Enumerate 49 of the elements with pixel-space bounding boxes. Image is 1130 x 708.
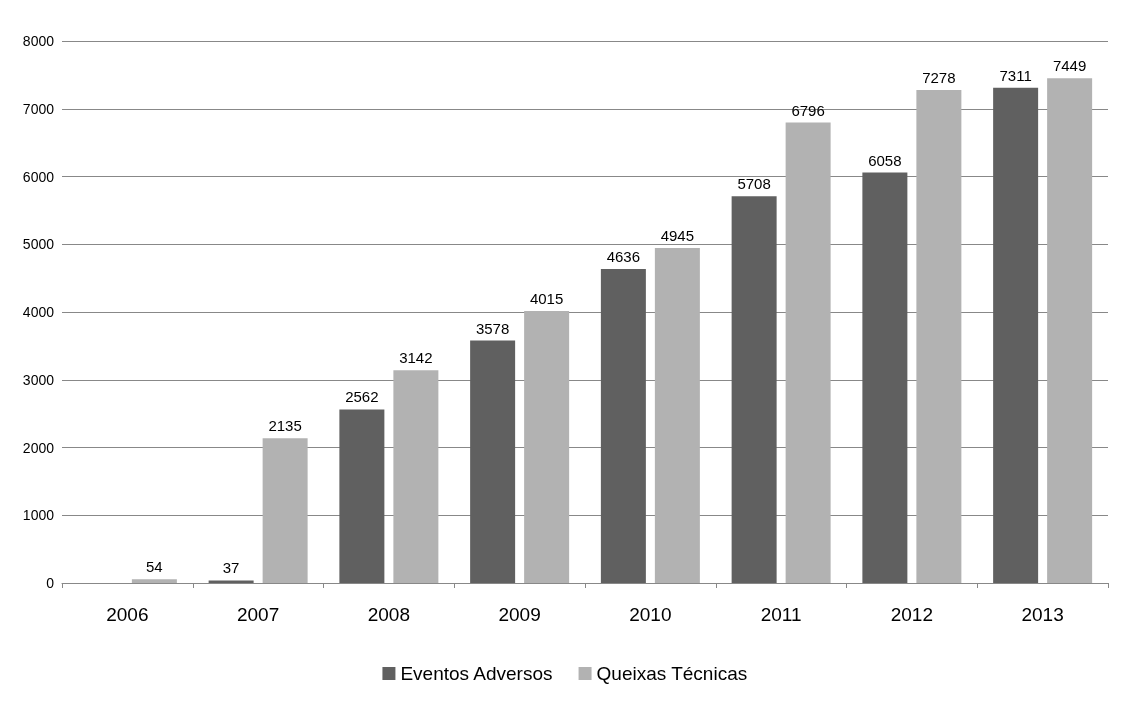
bar: [916, 89, 962, 583]
y-tick-label: 0: [46, 575, 55, 591]
data-label: 3578: [475, 319, 510, 337]
y-tick-label: 6000: [22, 168, 55, 185]
data-label: 6796: [791, 101, 825, 119]
data-label: 6058: [868, 151, 902, 169]
x-tick-label: 2009: [498, 604, 541, 625]
y-tick-label: 3000: [22, 371, 55, 388]
bar: [1047, 78, 1093, 583]
bar: [993, 87, 1039, 583]
data-label: 4945: [660, 226, 695, 244]
bar: [208, 580, 254, 583]
data-label: 4636: [606, 247, 641, 265]
x-tick-label: 2012: [890, 604, 934, 625]
bar: [393, 370, 439, 583]
x-tick-label: 2006: [106, 604, 149, 625]
y-tick-label: 5000: [22, 236, 55, 253]
data-label: 2135: [268, 417, 302, 435]
x-tick-label: 2007: [236, 604, 280, 625]
data-label: 5708: [737, 175, 771, 193]
bar: [654, 247, 700, 583]
x-tick-label: 2013: [1021, 604, 1064, 625]
data-label: 7311: [999, 66, 1032, 84]
bar: [262, 438, 308, 583]
data-label: 7278: [922, 68, 956, 86]
y-tick-label: 8000: [22, 33, 55, 49]
data-label: 3142: [399, 349, 433, 367]
y-tick-label: 1000: [22, 507, 55, 524]
bar: [862, 172, 908, 583]
data-label: 37: [222, 559, 240, 577]
bar: [785, 122, 831, 583]
data-label: 4015: [529, 289, 564, 307]
data-label: 7449: [1052, 57, 1087, 75]
legend-label: Queixas Técnicas: [596, 663, 748, 684]
bar: [470, 340, 516, 583]
y-tick-label: 2000: [22, 439, 55, 456]
x-tick-label: 2010: [629, 604, 672, 625]
x-tick-label: 2011: [760, 604, 802, 625]
legend-label: Eventos Adversos: [400, 663, 553, 684]
bar: [131, 579, 177, 583]
bar: [600, 268, 646, 583]
bar: [524, 310, 570, 583]
data-label: 54: [146, 558, 163, 576]
bar: [339, 409, 385, 583]
data-label: 2562: [345, 388, 379, 406]
y-tick-label: 7000: [22, 100, 55, 117]
bar: [731, 196, 777, 583]
y-tick-label: 4000: [22, 304, 55, 320]
x-tick-label: 2008: [367, 604, 411, 625]
